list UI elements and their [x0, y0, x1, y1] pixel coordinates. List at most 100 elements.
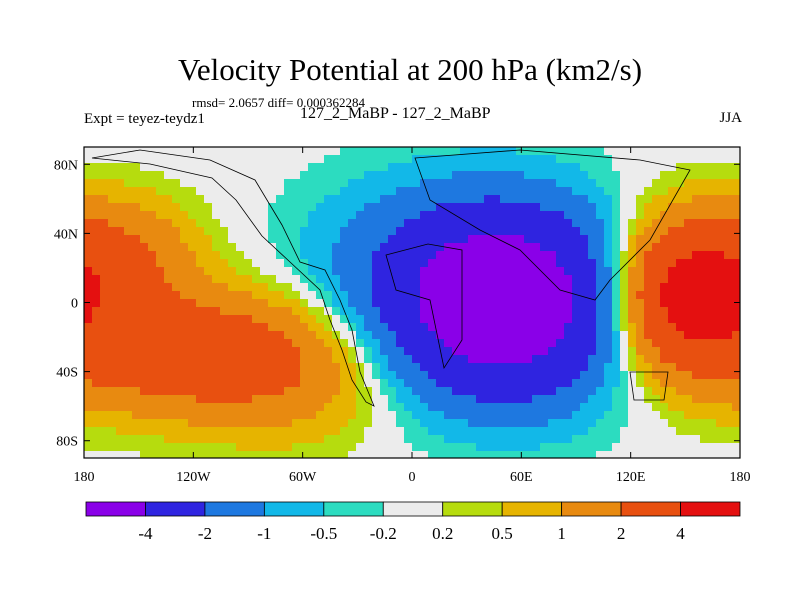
field-cell: [140, 395, 149, 404]
field-cell: [652, 275, 661, 284]
field-cell: [588, 275, 597, 284]
field-cell: [612, 299, 621, 308]
field-cell: [388, 435, 397, 444]
field-cell: [540, 235, 549, 244]
field-cell: [156, 163, 165, 172]
field-cell: [516, 155, 525, 164]
field-cell: [692, 227, 701, 236]
field-cell: [356, 331, 365, 340]
field-cell: [636, 147, 645, 156]
field-cell: [100, 331, 109, 340]
field-cell: [108, 443, 117, 452]
field-cell: [716, 219, 725, 228]
field-cell: [636, 187, 645, 196]
field-cell: [492, 187, 501, 196]
field-cell: [260, 171, 269, 180]
field-cell: [660, 427, 669, 436]
field-cell: [676, 275, 685, 284]
field-cell: [436, 147, 445, 156]
field-cell: [348, 147, 357, 156]
field-cell: [476, 187, 485, 196]
field-cell: [676, 427, 685, 436]
field-cell: [148, 227, 157, 236]
field-cell: [404, 259, 413, 268]
field-cell: [660, 315, 669, 324]
field-cell: [276, 379, 285, 388]
field-cell: [252, 403, 261, 412]
field-cell: [268, 227, 277, 236]
field-cell: [388, 147, 397, 156]
field-cell: [284, 435, 293, 444]
field-cell: [524, 307, 533, 316]
field-cell: [540, 435, 549, 444]
field-cell: [692, 235, 701, 244]
field-cell: [140, 355, 149, 364]
field-cell: [108, 307, 117, 316]
field-cell: [572, 171, 581, 180]
field-cell: [732, 299, 741, 308]
field-cell: [100, 371, 109, 380]
field-cell: [708, 187, 717, 196]
field-cell: [108, 347, 117, 356]
field-cell: [676, 443, 685, 452]
field-cell: [116, 315, 125, 324]
field-cell: [172, 339, 181, 348]
field-cell: [308, 395, 317, 404]
field-cell: [500, 443, 509, 452]
field-cell: [732, 427, 741, 436]
field-cell: [500, 299, 509, 308]
field-cell: [708, 451, 717, 459]
field-cell: [628, 243, 637, 252]
field-cell: [148, 259, 157, 268]
field-cell: [700, 227, 709, 236]
field-cell: [588, 155, 597, 164]
field-cell: [492, 323, 501, 332]
field-cell: [532, 211, 541, 220]
season-label: JJA: [719, 110, 742, 126]
field-cell: [284, 443, 293, 452]
field-cell: [316, 195, 325, 204]
field-cell: [524, 187, 533, 196]
field-cell: [236, 187, 245, 196]
field-cell: [676, 339, 685, 348]
field-cell: [444, 171, 453, 180]
field-cell: [212, 411, 221, 420]
field-cell: [156, 315, 165, 324]
field-cell: [620, 395, 629, 404]
field-cell: [292, 147, 301, 156]
field-cell: [220, 411, 229, 420]
field-cell: [92, 299, 101, 308]
field-cell: [596, 331, 605, 340]
field-cell: [124, 203, 133, 212]
field-cell: [524, 267, 533, 276]
field-cell: [180, 147, 189, 156]
field-cell: [196, 451, 205, 459]
field-cell: [244, 363, 253, 372]
field-cell: [604, 299, 613, 308]
field-cell: [564, 443, 573, 452]
field-cell: [308, 163, 317, 172]
field-cell: [148, 267, 157, 276]
field-cell: [668, 395, 677, 404]
field-cell: [668, 419, 677, 428]
field-cell: [700, 315, 709, 324]
field-cell: [412, 355, 421, 364]
field-cell: [92, 339, 101, 348]
field-cell: [708, 363, 717, 372]
field-cell: [196, 251, 205, 260]
field-cell: [396, 427, 405, 436]
field-cell: [276, 411, 285, 420]
field-cell: [140, 251, 149, 260]
field-cell: [220, 451, 229, 459]
field-cell: [428, 451, 437, 459]
field-cell: [140, 187, 149, 196]
field-cell: [156, 179, 165, 188]
field-cell: [228, 427, 237, 436]
field-cell: [396, 403, 405, 412]
field-cell: [212, 267, 221, 276]
field-cell: [156, 323, 165, 332]
field-cell: [636, 267, 645, 276]
field-cell: [268, 155, 277, 164]
field-cell: [228, 411, 237, 420]
field-cell: [108, 195, 117, 204]
